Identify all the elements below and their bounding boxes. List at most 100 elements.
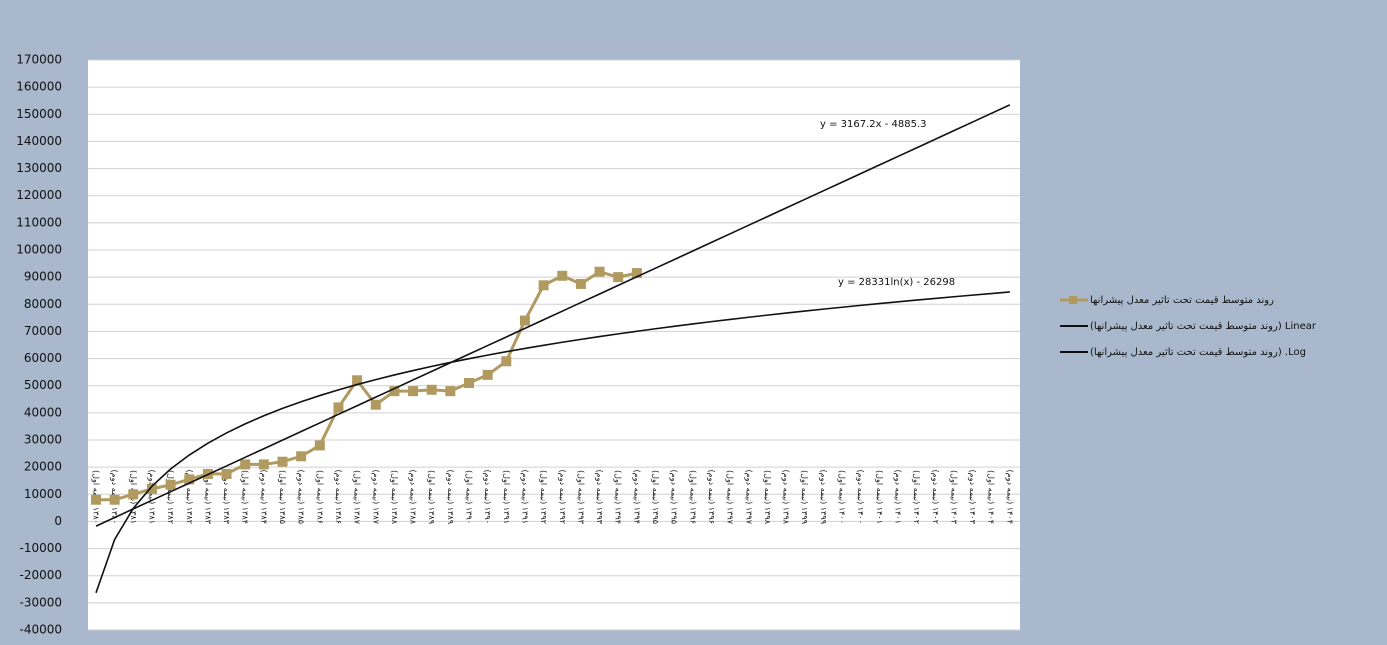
y-tick-label: -40000 <box>19 623 62 637</box>
y-tick-label: 30000 <box>24 433 62 447</box>
point <box>594 266 605 277</box>
x-tick-label: ۱۳۸۸ (نیمه دوم) <box>409 470 418 525</box>
y-tick-label: 110000 <box>16 215 62 229</box>
point <box>557 270 568 281</box>
x-tick-label: ۱۴۰۲ (نیمه دوم) <box>931 470 940 524</box>
point <box>445 386 456 397</box>
y-tick-label: 50000 <box>24 378 62 392</box>
legend-marker <box>1069 296 1077 304</box>
point <box>258 459 269 470</box>
point <box>128 489 139 500</box>
x-tick-label: ۱۳۸۳ (نیمه اول) <box>203 470 212 525</box>
point <box>296 451 307 462</box>
x-tick-label: ۱۳۸۷ (نیمه اول) <box>353 470 362 525</box>
y-tick-label: 40000 <box>24 405 62 419</box>
point <box>165 479 176 490</box>
point <box>464 378 474 388</box>
y-tick-label: 0 <box>54 514 62 528</box>
x-tick-label: ۱۳۸۹ (نیمه دوم) <box>446 470 455 524</box>
x-tick-label: ۱۴۰۳ (نیمه دوم) <box>968 470 977 525</box>
point <box>184 474 195 485</box>
x-tick-label: ۱۴۰۰ (نیمه اول) <box>838 470 847 524</box>
point <box>352 375 363 386</box>
point <box>482 369 493 380</box>
x-tick-label: ۱۳۹۷ (نیمه اول) <box>726 470 735 525</box>
y-tick-label: 130000 <box>16 161 62 175</box>
x-tick-label: ۱۴۰۰ (نیمه دوم) <box>856 470 865 524</box>
x-tick-label: ۱۳۹۲ (نیمه اول) <box>539 470 548 524</box>
x-tick-label: ۱۳۸۶ (نیمه اول) <box>315 470 324 524</box>
log-equation: y = 28331ln(x) - 26298 <box>838 277 955 288</box>
y-tick-label: 150000 <box>16 107 62 121</box>
plot-area <box>88 60 1020 630</box>
x-tick-label: ۱۳۹۷ (نیمه دوم) <box>744 470 753 525</box>
x-tick-label: ۱۴۰۲ (نیمه اول) <box>912 470 921 524</box>
y-tick-label: 70000 <box>24 324 62 338</box>
x-tick-label: ۱۳۸۷ (نیمه دوم) <box>371 470 380 525</box>
y-tick-label: 100000 <box>16 243 62 257</box>
y-tick-label: 10000 <box>24 487 62 501</box>
y-tick-label: 90000 <box>24 270 62 284</box>
x-tick-label: ۱۳۹۸ (نیمه دوم) <box>782 470 791 525</box>
y-tick-label: 120000 <box>16 188 62 202</box>
y-tick-label: -10000 <box>19 541 62 555</box>
x-tick-label: ۱۳۹۱ (نیمه اول) <box>502 470 511 524</box>
y-tick-label: 160000 <box>16 80 62 94</box>
x-tick-label: ۱۳۹۵ (نیمه اول) <box>651 470 660 524</box>
legend-label: روند متوسط قیمت تحت تاثیر معدل پیشرانها <box>1090 295 1274 306</box>
x-tick-label: ۱۴۰۱ (نیمه اول) <box>875 470 884 524</box>
legend-label: Log. (روند متوسط قیمت تحت تاثیر معدل پیش… <box>1090 347 1306 358</box>
y-tick-label: 140000 <box>16 134 62 148</box>
x-tick-label: ۱۳۹۱ (نیمه دوم) <box>520 470 529 524</box>
series-line <box>95 104 1011 527</box>
series-line <box>95 291 1010 594</box>
x-tick-label: ۱۴۰۳ (نیمه اول) <box>949 470 958 525</box>
y-tick-label: 80000 <box>24 297 62 311</box>
point <box>501 356 512 367</box>
legend-label: Linear (روند متوسط قیمت تحت تاثیر معدل پ… <box>1090 321 1317 332</box>
y-tick-label: 20000 <box>24 460 62 474</box>
x-tick-label: ۱۳۸۶ (نیمه دوم) <box>334 470 343 524</box>
point <box>277 456 288 467</box>
point <box>389 386 400 397</box>
point <box>519 315 530 326</box>
x-tick-label: ۱۳۹۹ (نیمه اول) <box>800 470 809 524</box>
x-tick-label: ۱۳۹۴ (نیمه دوم) <box>632 470 641 524</box>
point <box>221 468 232 479</box>
point <box>538 280 549 291</box>
x-tick-label: ۱۳۸۱ (نیمه دوم) <box>147 470 156 524</box>
x-tick-label: ۱۳۹۳ (نیمه اول) <box>576 470 585 525</box>
x-tick-label: ۱۳۹۴ (نیمه اول) <box>614 470 623 524</box>
point <box>146 483 157 494</box>
x-tick-label: ۱۳۸۴ (نیمه دوم) <box>259 470 268 524</box>
point <box>314 440 325 451</box>
x-tick-label: ۱۳۹۸ (نیمه اول) <box>763 470 772 525</box>
y-tick-label: 170000 <box>16 53 62 67</box>
x-tick-label: ۱۳۸۳ (نیمه دوم) <box>222 470 231 525</box>
x-tick-label: ۱۴۰۴ (نیمه اول) <box>987 470 996 524</box>
x-tick-label: ۱۳۹۰ (نیمه دوم) <box>483 470 492 524</box>
point <box>370 399 381 410</box>
x-tick-label: ۱۳۸۸ (نیمه اول) <box>390 470 399 525</box>
point <box>426 384 437 395</box>
y-tick-label: -30000 <box>19 595 62 609</box>
x-tick-label: ۱۳۸۹ (نیمه اول) <box>427 470 436 524</box>
x-tick-label: ۱۳۸۵ (نیمه دوم) <box>297 470 306 524</box>
point <box>408 386 419 397</box>
x-tick-label: ۱۳۸۴ (نیمه اول) <box>241 470 250 524</box>
x-tick-label: ۱۳۸۲ (نیمه اول) <box>166 470 175 524</box>
point <box>240 459 251 470</box>
x-tick-label: ۱۳۸۵ (نیمه اول) <box>278 470 287 524</box>
x-tick-label: ۱۳۹۳ (نیمه دوم) <box>595 470 604 525</box>
point <box>333 402 344 413</box>
x-tick-label: ۱۴۰۴ (نیمه دوم) <box>1005 470 1014 524</box>
y-tick-label: 60000 <box>24 351 62 365</box>
point <box>109 494 120 505</box>
x-tick-label: ۱۳۹۰ (نیمه اول) <box>465 470 474 524</box>
x-tick-label: ۱۳۹۵ (نیمه دوم) <box>670 470 679 524</box>
point <box>613 272 624 283</box>
point <box>575 278 586 289</box>
x-tick-label: ۱۳۹۲ (نیمه دوم) <box>558 470 567 524</box>
point <box>631 268 642 279</box>
